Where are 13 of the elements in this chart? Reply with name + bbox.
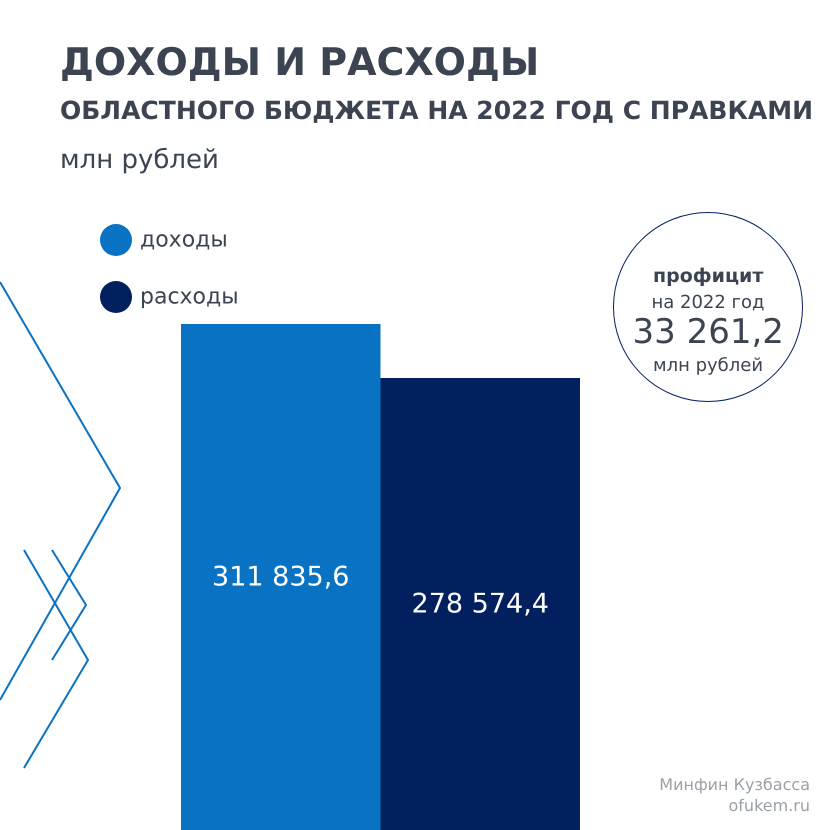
data-label: 311 835,6 [212,562,350,592]
text: млн рублей [60,145,219,175]
chart-title: ДОХОДЫ И РАСХОДЫ [60,40,540,84]
legend-label: расходы [140,284,239,310]
text: млн рублей [653,355,764,376]
annotation: 33 261,2 [632,312,784,352]
text: Минфин Кузбасса [659,775,810,794]
text: на 2022 год [652,292,764,313]
text: ofukem.ru [728,796,810,815]
chart-subtitle: ОБЛАСТНОГО БЮДЖЕТА НА 2022 ГОД С ПРАВКАМИ [60,96,814,125]
legend-label: доходы [140,228,228,252]
data-label: 278 574,4 [412,588,549,620]
text: профицит [653,265,764,287]
